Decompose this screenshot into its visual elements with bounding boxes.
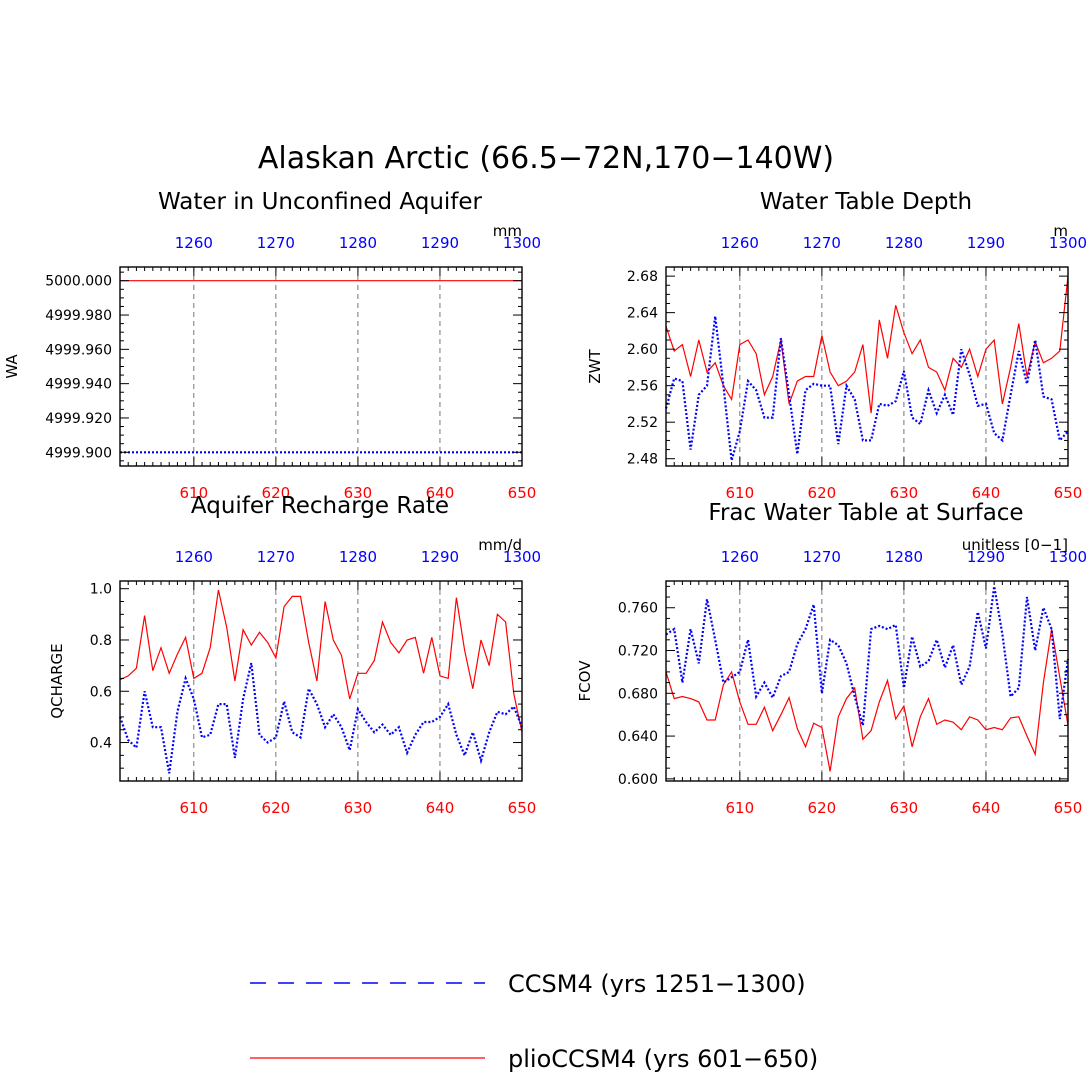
y-axis-label: ZWT [586, 349, 604, 384]
subplot-title: Aquifer Recharge Rate [191, 493, 449, 519]
y-tick-label: 0.760 [618, 601, 658, 617]
y-tick-label: 2.48 [627, 452, 658, 468]
x-tick-label: 610 [180, 484, 209, 502]
y-tick-label: 4999.980 [45, 308, 112, 324]
y-tick-label: 2.60 [627, 342, 658, 358]
y-tick-label: 2.68 [627, 269, 658, 285]
main-title: Alaskan Arctic (66.5−72N,170−140W) [258, 141, 834, 176]
y-axis-label: FCOV [576, 660, 594, 702]
x-tick-label: 610 [726, 484, 755, 502]
legend: CCSM4 (yrs 1251−1300) plioCCSM4 (yrs 601… [250, 970, 818, 1073]
y-tick-label: 4999.940 [45, 377, 112, 393]
series-line-plioccsm4 [665, 276, 1069, 414]
y-axis-label: WA [3, 354, 21, 379]
units-label: mm [493, 222, 522, 240]
plot-frame [665, 580, 1069, 782]
top-tick-label: 1270 [257, 548, 295, 566]
legend-label-ccsm4: CCSM4 (yrs 1251−1300) [508, 970, 806, 998]
y-tick-label: 0.600 [618, 772, 658, 788]
x-tick-label: 630 [344, 484, 373, 502]
y-tick-label: 2.52 [627, 415, 658, 431]
y-tick-label: 4999.960 [45, 342, 112, 358]
y-axis-label: QCHARGE [48, 643, 66, 718]
top-tick-label: 1300 [1049, 548, 1087, 566]
plot-frame [665, 266, 1069, 467]
units-label: mm/d [478, 536, 522, 554]
x-tick-label: 640 [426, 484, 455, 502]
x-tick-label: 640 [972, 484, 1001, 502]
top-tick-label: 1290 [421, 234, 459, 252]
x-tick-label: 610 [726, 799, 755, 817]
x-tick-label: 630 [344, 799, 373, 817]
top-tick-label: 1260 [175, 234, 213, 252]
top-tick-label: 1280 [885, 234, 923, 252]
x-tick-label: 650 [1054, 484, 1083, 502]
plot-frame [119, 266, 523, 467]
x-tick-label: 640 [426, 799, 455, 817]
top-tick-label: 1280 [885, 548, 923, 566]
units-label: m [1053, 222, 1068, 240]
top-tick-label: 1270 [257, 234, 295, 252]
y-tick-label: 0.720 [618, 644, 658, 660]
x-tick-label: 620 [808, 799, 837, 817]
panel-2: Water Table Depth 610 620 630 640 650 1260 1270… [586, 189, 1087, 502]
y-tick-label: 4999.920 [45, 411, 112, 427]
x-tick-label: 630 [890, 484, 919, 502]
series-line-plioccsm4 [119, 589, 523, 733]
x-tick-label: 620 [262, 799, 291, 817]
panel-4: Frac Water Table at Surface 610 620 630 640 6… [576, 500, 1087, 817]
legend-label-pliocesm4: plioCCSM4 (yrs 601−650) [508, 1045, 818, 1073]
panel-3: Aquifer Recharge Rate 610 620 630 640 650 1260… [48, 493, 541, 817]
top-tick-label: 1270 [803, 234, 841, 252]
x-tick-label: 640 [972, 799, 1001, 817]
y-tick-label: 0.640 [618, 729, 658, 745]
top-tick-label: 1300 [1049, 234, 1087, 252]
x-tick-label: 650 [508, 799, 537, 817]
y-tick-label: 2.56 [627, 379, 658, 395]
panel-1: Water in Unconfined Aquifer 610 620 630 640 6… [3, 189, 541, 502]
y-tick-label: 0.8 [90, 633, 112, 649]
y-tick-label: 4999.900 [45, 445, 112, 461]
y-tick-label: 0.4 [90, 736, 112, 752]
top-tick-label: 1260 [175, 548, 213, 566]
top-tick-label: 1290 [421, 548, 459, 566]
top-tick-label: 1280 [339, 234, 377, 252]
top-tick-label: 1280 [339, 548, 377, 566]
top-tick-label: 1270 [803, 548, 841, 566]
series-line-ccsm4 [664, 316, 1069, 461]
y-tick-label: 0.6 [90, 684, 112, 700]
top-tick-label: 1300 [503, 234, 541, 252]
x-tick-label: 620 [262, 484, 291, 502]
top-tick-label: 1300 [503, 548, 541, 566]
x-tick-label: 610 [180, 799, 209, 817]
x-tick-label: 650 [508, 484, 537, 502]
y-tick-label: 5000.000 [45, 274, 112, 290]
series-line-ccsm4 [665, 586, 1070, 726]
top-tick-label: 1290 [967, 548, 1005, 566]
x-tick-label: 650 [1054, 799, 1083, 817]
top-tick-label: 1260 [721, 234, 759, 252]
subplot-title: Water in Unconfined Aquifer [158, 189, 483, 215]
top-tick-label: 1260 [721, 548, 759, 566]
x-tick-label: 630 [890, 799, 919, 817]
y-tick-label: 0.680 [618, 686, 658, 702]
series-line-plioccsm4 [665, 628, 1069, 772]
top-tick-label: 1290 [967, 234, 1005, 252]
subplot-title: Water Table Depth [760, 189, 972, 215]
y-tick-label: 2.64 [627, 306, 658, 322]
units-label: unitless [0−1] [962, 536, 1068, 554]
x-tick-label: 620 [808, 484, 837, 502]
series-line-ccsm4 [118, 662, 524, 774]
plot-frame [119, 580, 523, 782]
subplot-title: Frac Water Table at Surface [708, 500, 1023, 526]
y-tick-label: 1.0 [90, 582, 112, 598]
